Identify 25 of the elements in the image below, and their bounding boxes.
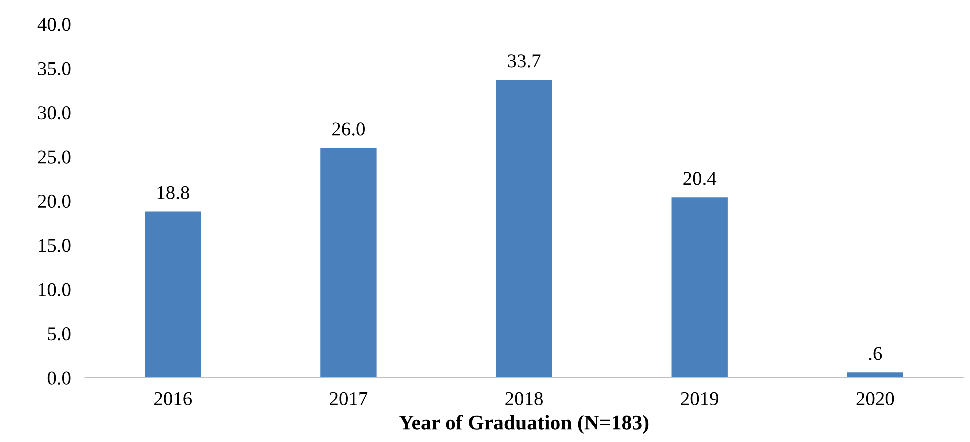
y-tick-label: 35.0 <box>38 62 71 76</box>
x-tick-label: 2019 <box>681 392 719 406</box>
x-axis-title: Year of Graduation (N=183) <box>399 414 649 434</box>
data-label: .6 <box>869 347 882 360</box>
x-tick-label: 2016 <box>154 392 192 406</box>
x-tick-label: 2020 <box>856 392 894 406</box>
data-label: 20.4 <box>684 172 717 186</box>
y-tick-label: 30.0 <box>38 106 71 120</box>
data-label: 18.8 <box>158 186 190 200</box>
y-tick-label: 25.0 <box>38 150 71 164</box>
y-tick-label: 0.0 <box>48 372 71 385</box>
bar <box>847 372 904 378</box>
data-label: 33.7 <box>508 54 541 68</box>
y-tick-label: 15.0 <box>39 239 71 252</box>
y-tick-label: 20.0 <box>38 194 71 208</box>
y-tick-label: 10.0 <box>39 283 71 297</box>
data-label: 26.0 <box>332 122 365 136</box>
bar <box>496 80 552 378</box>
y-tick-label: 40.0 <box>38 18 71 32</box>
y-tick-label: 5.0 <box>48 328 71 341</box>
bar <box>672 198 728 378</box>
x-tick-label: 2017 <box>330 392 368 406</box>
bar <box>320 148 377 378</box>
x-tick-label: 2018 <box>506 392 543 406</box>
bar <box>145 212 202 378</box>
